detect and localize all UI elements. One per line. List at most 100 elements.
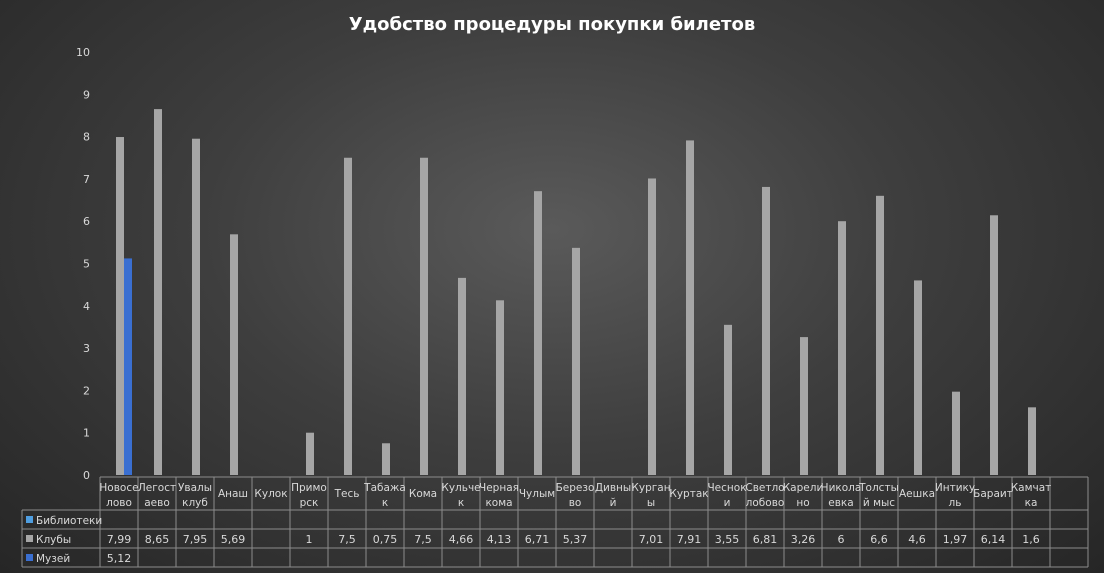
category-label: Дивны <box>595 482 631 494</box>
bar-Клубы <box>724 324 732 475</box>
data-label: 7,95 <box>183 533 208 546</box>
data-label: 1,97 <box>943 533 968 546</box>
data-label: 1,6 <box>1022 533 1040 546</box>
chart-title: Удобство процедуры покупки билетов <box>349 14 755 35</box>
category-label: Анаш <box>218 488 248 500</box>
y-tick-label: 0 <box>83 469 90 482</box>
bar-Клубы <box>876 195 884 475</box>
y-tick-label: 9 <box>83 88 90 101</box>
category-label: Тесь <box>334 488 360 500</box>
category-label: кома <box>485 497 512 509</box>
legend-label: Библиотеки <box>36 515 102 527</box>
category-label: Чулым <box>519 488 555 500</box>
legend-label: Клубы <box>36 534 71 546</box>
bar-Клубы <box>116 137 124 475</box>
category-label: Кома <box>409 488 437 500</box>
data-label: 3,26 <box>791 533 816 546</box>
category-label: аево <box>144 497 170 509</box>
data-table: Новосе лово Легост аево Увалы клуб Анаш Кулок Пр… <box>21 476 1089 568</box>
category-label: Черная <box>479 482 519 494</box>
data-label: 0,75 <box>373 533 398 546</box>
category-label: Камчат <box>1011 482 1052 494</box>
data-label: 3,55 <box>715 533 740 546</box>
y-tick-label: 5 <box>83 258 90 271</box>
category-label: ль <box>949 497 962 509</box>
bar-Клубы <box>192 138 200 475</box>
bar-Клубы <box>838 221 846 475</box>
category-label: во <box>569 497 582 509</box>
category-label: Чеснок <box>707 482 746 494</box>
bar-Клубы <box>648 178 656 476</box>
category-label: ы <box>647 497 655 509</box>
category-label: Табажа <box>363 482 406 494</box>
category-label: Увалы <box>178 482 212 494</box>
bars <box>116 109 1036 476</box>
data-label: 7,01 <box>639 533 664 546</box>
category-label: евка <box>828 497 853 509</box>
y-tick-label: 7 <box>83 173 90 186</box>
category-label: но <box>796 497 809 509</box>
category-label: Светло <box>745 482 784 494</box>
category-label: Никола <box>821 482 862 494</box>
data-label: 1 <box>306 533 313 546</box>
y-axis: 0 1 2 3 4 5 6 7 8 9 10 <box>76 46 90 482</box>
bar-Клубы <box>572 247 580 475</box>
bar-Клубы <box>800 337 808 475</box>
bar-Клубы <box>154 109 162 475</box>
category-label: Куртак <box>669 488 708 500</box>
category-label: и <box>724 497 731 509</box>
data-label: 5,69 <box>221 533 246 546</box>
data-label: 6,71 <box>525 533 550 546</box>
data-label: 6,14 <box>981 533 1006 546</box>
legend-key-Библиотеки <box>26 516 33 523</box>
data-label: 6,81 <box>753 533 778 546</box>
category-label: Курган <box>631 482 670 494</box>
category-label: Аешка <box>899 488 935 500</box>
category-label: й мыс <box>863 497 895 509</box>
data-label: 7,5 <box>338 533 356 546</box>
bar-Клубы <box>420 157 428 475</box>
data-label: 6 <box>838 533 845 546</box>
category-label: Толсты <box>858 482 899 494</box>
category-label: к <box>458 497 464 509</box>
bar-Клубы <box>1028 407 1036 475</box>
category-label: Легост <box>138 482 176 494</box>
category-label: Бараит <box>973 488 1013 500</box>
category-label: й <box>610 497 617 509</box>
bar-Клубы <box>914 280 922 475</box>
bar-Клубы <box>382 443 390 475</box>
legend-label: Музей <box>36 553 70 565</box>
category-label: лобово <box>746 497 785 509</box>
y-tick-label: 1 <box>83 427 90 440</box>
bar-Клубы <box>686 140 694 476</box>
data-label: 5,12 <box>107 552 132 565</box>
y-tick-label: 2 <box>83 384 90 397</box>
bar-Клубы <box>306 432 314 475</box>
bar-Клубы <box>952 391 960 475</box>
bar-Клубы <box>990 215 998 475</box>
data-label: 4,13 <box>487 533 512 546</box>
y-tick-label: 8 <box>83 131 90 144</box>
category-label: лово <box>106 497 132 509</box>
legend-key-Клубы <box>26 535 33 542</box>
bar-Клубы <box>534 191 542 476</box>
bar-Клубы <box>458 277 466 475</box>
category-label: рск <box>300 497 319 509</box>
data-label: 7,91 <box>677 533 702 546</box>
category-label: Березо <box>556 482 595 494</box>
y-tick-label: 10 <box>76 46 90 59</box>
data-label: 6,6 <box>870 533 888 546</box>
category-label: Примо <box>291 482 327 494</box>
category-label: Новосе <box>99 482 138 494</box>
bar-Клубы <box>230 234 238 475</box>
category-label: Кульче <box>441 482 480 494</box>
category-label: Кулок <box>254 488 287 500</box>
category-label: ка <box>1025 497 1038 509</box>
y-tick-label: 6 <box>83 215 90 228</box>
legend-key-Музей <box>26 554 33 561</box>
data-label: 4,66 <box>449 533 474 546</box>
data-label: 7,5 <box>414 533 432 546</box>
category-label: к <box>382 497 388 509</box>
category-label: клуб <box>182 497 208 509</box>
